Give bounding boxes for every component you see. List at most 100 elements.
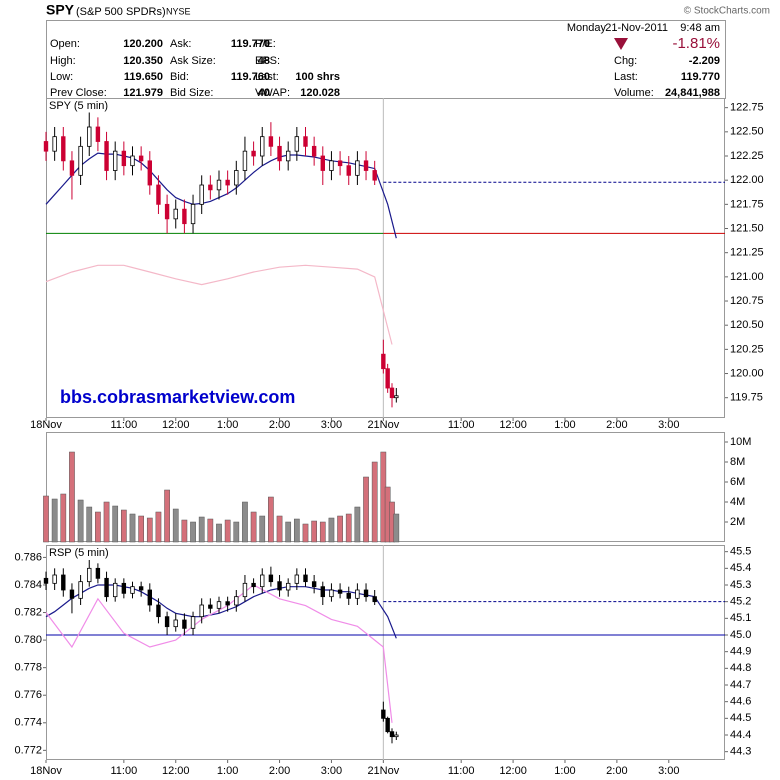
candle-body	[363, 589, 369, 598]
y-tick-label: 121.25	[730, 247, 764, 259]
quote-value: 119.770	[231, 38, 270, 50]
candle-body	[173, 619, 178, 628]
volume-bar	[146, 517, 153, 543]
quote-label: Last:	[255, 71, 279, 83]
y-tick-label: 6M	[730, 476, 745, 488]
candle-body	[182, 619, 187, 629]
quote-value: 120.200	[123, 38, 163, 50]
volume-bar	[43, 495, 49, 543]
volume-bar	[345, 513, 352, 543]
x-tick-label: 21Nov	[367, 419, 399, 431]
volume-bar	[216, 523, 222, 543]
candle-body	[372, 170, 377, 181]
day: Monday	[567, 22, 607, 34]
candle-body	[251, 582, 256, 588]
y-tick-label: 122.75	[730, 102, 764, 114]
x-tick-label: 18Nov	[30, 765, 62, 777]
candle-body	[138, 155, 144, 162]
quote-value: -2.209	[689, 55, 720, 67]
volume-bar	[77, 499, 84, 543]
candle-body	[216, 179, 222, 191]
y-tick-label: 4M	[730, 496, 745, 508]
x-tick-label: 3:00	[658, 765, 679, 777]
quote-value: 24,841,988	[665, 87, 720, 99]
x-tick-label: 12:00	[162, 765, 190, 777]
candle-body	[311, 581, 317, 588]
volume-bar	[120, 509, 127, 543]
quote-label: VWAP:	[255, 87, 290, 99]
candle-body	[363, 160, 369, 171]
y-tick-label: 122.50	[730, 126, 764, 138]
change-pct: -1.81%	[672, 35, 720, 52]
y-tick-label: 122.25	[730, 150, 764, 162]
candle-body	[277, 145, 282, 162]
volume-bar	[138, 515, 144, 543]
candle-body	[260, 574, 265, 588]
y-tick-label: 120.75	[730, 295, 764, 307]
candle-body	[61, 574, 66, 591]
volume-bar	[198, 516, 205, 543]
candle-body	[381, 353, 386, 370]
quote-label: EPS:	[255, 55, 280, 67]
x-tick-label: 11:00	[448, 419, 475, 431]
candle-body	[156, 604, 161, 618]
candle-body	[285, 150, 291, 162]
volume-bar	[393, 513, 400, 543]
x-tick-label: 1:00	[554, 419, 575, 431]
y-tick-label: 2M	[730, 516, 745, 528]
y-tick-label: 0.774	[14, 717, 42, 729]
candle-body	[52, 136, 57, 152]
quote-value: 119.760	[231, 71, 270, 83]
time: 9:48 am	[680, 22, 720, 34]
candle-body	[303, 136, 308, 147]
quote-value: 40	[258, 87, 270, 99]
panel: 2M 4M 6M 8M 10M	[43, 432, 751, 543]
candle-body	[320, 586, 325, 598]
candle-body	[69, 589, 75, 599]
volume-bar	[172, 508, 179, 543]
y-tick-label: 0.786	[14, 551, 42, 563]
y-tick-label: 0.778	[14, 662, 42, 674]
candle-body	[121, 150, 127, 167]
candle-body	[337, 589, 343, 594]
volume-bar	[302, 523, 309, 543]
x-tick-label: 1:00	[217, 419, 238, 431]
y-tick-label: 122.00	[730, 174, 764, 186]
x-tick-label: 11:00	[110, 765, 137, 777]
y2-tick-label: 45.0	[730, 629, 751, 641]
candle-body	[104, 141, 109, 171]
panel-title: RSP (5 min)	[49, 547, 109, 559]
down-arrow	[614, 38, 628, 50]
candle-body	[104, 577, 109, 598]
candle-body	[346, 165, 351, 176]
candle-body	[87, 126, 92, 147]
candle-body	[208, 184, 213, 191]
candle-body	[389, 387, 395, 399]
y-tick-label: 119.75	[730, 392, 763, 404]
panel: 119.75 120.00 120.25 120.50 120.75 121.00 121.…	[30, 98, 764, 431]
candle-body	[52, 574, 57, 584]
candle-body	[95, 567, 101, 579]
x-tick-label: 1:00	[217, 765, 238, 777]
y-tick-label: 120.00	[730, 367, 764, 379]
x-tick-label: 2:00	[269, 419, 290, 431]
candle-body	[43, 577, 49, 584]
y-tick-label: 10M	[730, 436, 751, 448]
volume-bar	[276, 515, 283, 543]
volume-bar	[51, 498, 58, 543]
volume-bar	[164, 489, 170, 543]
quote-value: 48	[258, 55, 270, 67]
volume-bar	[112, 505, 119, 543]
candle-body	[234, 596, 239, 606]
candle-body	[242, 582, 248, 598]
candle-body	[268, 574, 274, 583]
volume-bar	[250, 511, 257, 543]
y-tick-label: 121.75	[730, 198, 764, 210]
y2-tick-label: 45.3	[730, 579, 751, 591]
x-tick-label: 12:00	[162, 419, 190, 431]
candle-body	[355, 589, 360, 599]
volume-bar	[181, 519, 188, 543]
candle-body	[320, 155, 325, 171]
